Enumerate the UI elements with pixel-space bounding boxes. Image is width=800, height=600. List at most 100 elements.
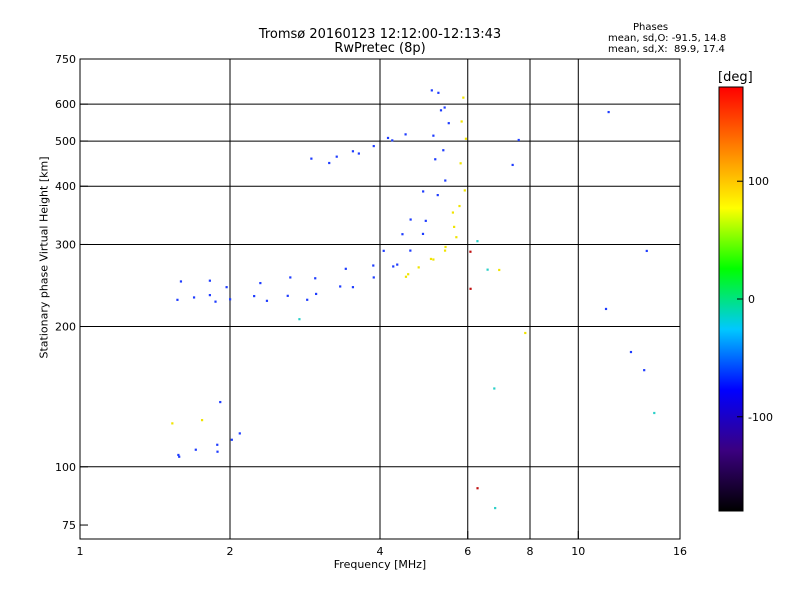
data-point <box>382 249 385 252</box>
plot-subtitle: RwPretec (8p) <box>334 41 426 56</box>
data-point <box>259 281 262 285</box>
data-point <box>219 400 222 404</box>
data-point <box>351 150 355 153</box>
colorbar-tick-label: -100 <box>748 411 773 424</box>
data-point <box>447 122 450 125</box>
data-point <box>351 286 355 289</box>
data-point <box>230 438 233 441</box>
data-point <box>357 152 360 155</box>
data-point <box>455 236 458 239</box>
data-point <box>409 218 412 221</box>
data-point <box>344 267 347 270</box>
data-point <box>462 96 465 99</box>
x-tick-label: 4 <box>377 545 384 558</box>
data-point <box>216 450 219 453</box>
data-point <box>443 249 447 252</box>
data-point <box>442 149 445 152</box>
data-point <box>453 225 456 228</box>
x-tick-label: 6 <box>464 545 471 558</box>
data-point <box>444 245 447 249</box>
data-point <box>253 294 256 298</box>
data-point <box>458 204 461 208</box>
x-tick-label: 10 <box>571 545 585 558</box>
data-point <box>498 268 501 272</box>
data-point <box>208 294 211 297</box>
data-point <box>493 387 496 390</box>
data-point <box>604 307 608 311</box>
y-tick-label: 500 <box>55 135 76 148</box>
data-point <box>430 89 433 92</box>
data-point <box>643 369 646 372</box>
data-point <box>432 258 435 261</box>
y-tick-label: 400 <box>55 180 76 193</box>
data-point <box>476 240 479 243</box>
data-point <box>476 487 479 490</box>
data-point <box>171 422 174 425</box>
colorbar-tick-label: 0 <box>748 293 755 306</box>
data-point <box>407 273 410 276</box>
data-point <box>386 136 390 140</box>
x-tick-label: 16 <box>673 545 687 558</box>
colorbar-unit-label: [deg] <box>718 70 753 85</box>
phase-info-x-mode: mean, sd,X: 89.9, 17.4 <box>608 44 725 55</box>
data-point <box>404 275 408 278</box>
data-point <box>459 162 462 165</box>
y-tick-label: 75 <box>62 519 76 532</box>
data-point <box>372 276 375 279</box>
data-point <box>460 120 463 123</box>
data-point <box>463 189 466 192</box>
data-point <box>439 109 443 112</box>
data-point <box>517 138 520 142</box>
data-point <box>214 300 217 303</box>
data-point <box>392 265 395 268</box>
data-point <box>391 139 394 142</box>
y-axis-label: Stationary phase Virtual Height [km] <box>37 156 51 359</box>
data-point <box>469 287 472 290</box>
data-point <box>404 133 407 136</box>
data-point <box>421 232 425 236</box>
data-point <box>310 157 313 160</box>
data-point <box>178 455 181 458</box>
data-point <box>176 298 179 301</box>
y-tick-label: 100 <box>55 461 76 474</box>
data-point <box>417 266 420 269</box>
data-point <box>328 161 331 165</box>
y-tick-label: 300 <box>55 238 76 251</box>
data-point <box>486 268 489 271</box>
x-axis-label: Frequency [MHz] <box>333 558 427 571</box>
data-point <box>432 134 435 137</box>
data-point <box>511 163 514 167</box>
data-point <box>451 211 455 214</box>
data-point <box>436 193 439 197</box>
data-point <box>607 110 610 114</box>
data-point <box>443 106 446 109</box>
data-point <box>494 506 497 510</box>
y-tick-label: 200 <box>55 321 76 334</box>
data-point <box>434 158 437 161</box>
data-point <box>192 296 196 299</box>
x-tick-label: 8 <box>527 545 534 558</box>
data-point <box>225 286 228 289</box>
data-point <box>177 453 180 457</box>
data-point <box>372 144 375 148</box>
x-tick-label: 2 <box>227 545 234 558</box>
data-point <box>179 280 183 283</box>
data-point <box>200 419 204 422</box>
data-point <box>372 264 375 267</box>
data-point <box>645 249 648 253</box>
colorbar-tick-label: 100 <box>748 175 769 188</box>
data-point <box>306 298 309 301</box>
phase-info-o-mode: mean, sd,O: -91.5, 14.8 <box>608 33 727 44</box>
y-tick-label: 750 <box>55 53 76 66</box>
data-point <box>469 250 472 253</box>
data-point <box>208 279 211 282</box>
data-point <box>424 219 427 222</box>
data-point <box>422 190 425 193</box>
data-point <box>315 292 318 296</box>
data-point <box>194 448 197 451</box>
phase-info-heading: Phases <box>633 22 669 33</box>
data-point <box>524 331 527 335</box>
x-tick-label: 1 <box>77 545 84 558</box>
data-point <box>286 294 289 297</box>
